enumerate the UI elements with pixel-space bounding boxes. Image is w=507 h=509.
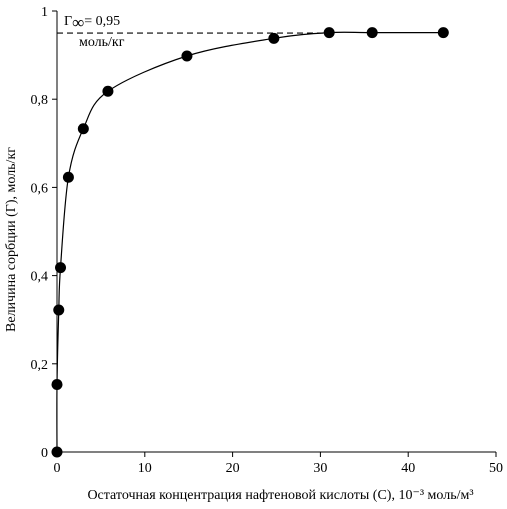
data-point xyxy=(51,446,63,458)
data-point xyxy=(55,262,67,274)
x-tick-label: 10 xyxy=(138,461,152,476)
y-tick-label: 1 xyxy=(41,5,48,20)
gamma-limit-label: Г∞= 0,95 xyxy=(64,13,120,32)
y-axis-label: Величина сорбции (Г), моль/кг xyxy=(4,147,19,332)
fit-curve xyxy=(56,31,444,453)
data-point xyxy=(77,123,89,135)
axes xyxy=(56,11,496,453)
data-point xyxy=(181,50,193,62)
y-tick-label: 0,2 xyxy=(31,358,49,373)
y-tick-label: 0 xyxy=(41,446,48,461)
x-tick-label: 30 xyxy=(313,461,327,476)
data-point xyxy=(51,379,63,391)
gamma-limit-unit: моль/кг xyxy=(79,35,125,50)
x-tick-label: 0 xyxy=(54,461,61,476)
x-tick-label: 20 xyxy=(226,461,240,476)
data-point xyxy=(62,171,74,183)
data-point xyxy=(102,85,114,97)
y-tick-label: 0,4 xyxy=(31,270,49,285)
x-tick-label: 50 xyxy=(489,461,503,476)
data-point xyxy=(268,32,280,44)
data-point xyxy=(53,304,65,316)
ticks: 0 10 20 30 40 50 0 0,2 0,4 0,6 0,8 1 xyxy=(31,5,504,476)
x-axis-label: Остаточная концентрация нафтеновой кисло… xyxy=(87,488,473,503)
gamma-symbol: Г xyxy=(64,14,72,29)
data-point xyxy=(366,27,378,39)
gamma-value: = 0,95 xyxy=(84,14,120,29)
data-point xyxy=(323,27,335,39)
x-tick-label: 40 xyxy=(401,461,415,476)
data-points xyxy=(51,27,449,458)
y-tick-label: 0,6 xyxy=(31,181,49,196)
gamma-subscript: ∞ xyxy=(72,13,84,32)
data-point xyxy=(437,27,449,39)
y-tick-label: 0,8 xyxy=(31,93,49,108)
